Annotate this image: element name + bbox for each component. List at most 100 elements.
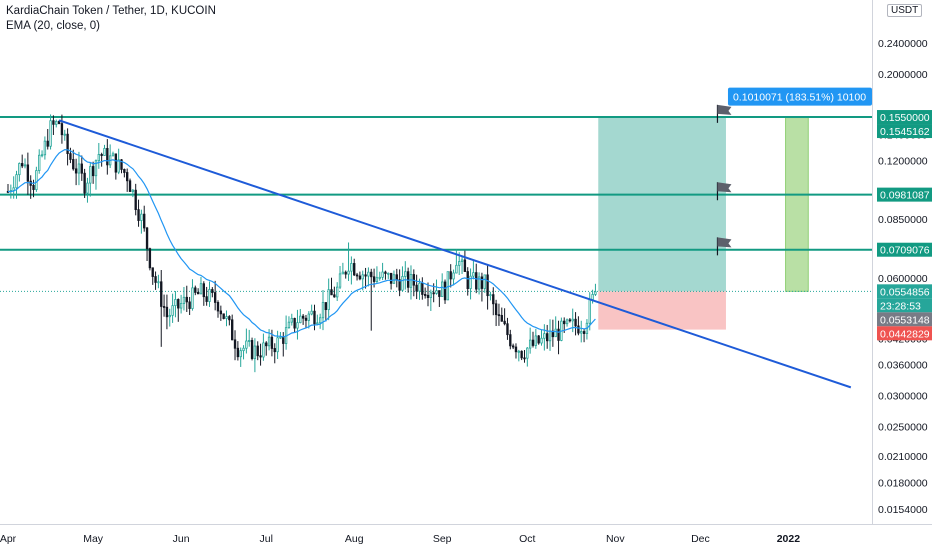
candle-body — [327, 289, 330, 311]
price-axis-label: 0.0554856 — [880, 286, 930, 298]
candle-body — [409, 274, 413, 288]
candle-body — [103, 148, 106, 156]
candle-body — [554, 328, 557, 338]
long-position-profit-zone[interactable] — [598, 117, 726, 292]
candle-body — [378, 276, 381, 279]
x-tick-label: Dec — [691, 533, 710, 545]
projection-label-box[interactable] — [727, 87, 872, 106]
candle-body — [480, 276, 484, 289]
candle-body — [458, 261, 461, 266]
candle-body — [565, 319, 569, 325]
candle-body — [177, 299, 180, 309]
currency-badge[interactable]: USDT — [887, 4, 923, 17]
candle-body — [577, 325, 580, 334]
candle-body — [117, 159, 120, 173]
candle-body — [253, 345, 257, 359]
candle-body — [293, 317, 296, 329]
candle-body — [168, 314, 171, 318]
candle-body — [398, 279, 401, 291]
candle-body — [219, 310, 223, 315]
candle-body — [213, 292, 217, 303]
price-axis-label-bg[interactable] — [877, 326, 932, 341]
candle-body — [310, 310, 313, 315]
candle-body — [137, 209, 140, 221]
candle-body — [591, 294, 594, 300]
candle-body — [74, 168, 78, 174]
candle-body — [500, 315, 503, 322]
y-tick-label: 0.0180000 — [878, 477, 928, 489]
candle-body — [299, 315, 302, 324]
candle-body — [392, 274, 396, 284]
candle-body — [492, 294, 495, 305]
symbol-title[interactable]: KardiaChain Token / Tether, 1D, KUCOIN — [6, 5, 216, 17]
indicator-label[interactable]: EMA (20, close, 0) — [6, 20, 100, 32]
price-axis-panel[interactable] — [872, 0, 932, 550]
price-axis-label-bg[interactable] — [877, 242, 932, 257]
candle-body — [12, 187, 15, 191]
candle-body — [114, 153, 118, 173]
y-tick-label: 0.0360000 — [878, 360, 928, 372]
candle-body — [546, 333, 549, 342]
candle-body — [60, 123, 64, 136]
candle-body — [162, 306, 166, 308]
candle-body — [330, 289, 333, 296]
candle-body — [23, 164, 27, 167]
candle-body — [205, 296, 208, 302]
candle-body — [259, 355, 262, 358]
trendline[interactable] — [58, 119, 852, 389]
candle-body — [557, 328, 560, 341]
candle-body — [83, 172, 86, 194]
candle-body — [466, 271, 469, 290]
price-axis-label-bg[interactable] — [877, 298, 932, 313]
candle-body — [134, 189, 137, 211]
candle-body — [40, 154, 44, 157]
candle-body — [486, 274, 489, 297]
candle-body — [211, 289, 214, 293]
y-tick-label: 0.0250000 — [878, 422, 928, 434]
candle-body — [548, 330, 552, 342]
candle-body — [196, 292, 200, 295]
flag-icon[interactable] — [717, 182, 732, 193]
candle-body — [404, 271, 407, 277]
candle-body — [449, 271, 452, 280]
candle-body — [43, 140, 47, 156]
price-axis-label-bg[interactable] — [877, 187, 932, 202]
candle-body — [15, 174, 18, 189]
ema-line[interactable] — [7, 148, 596, 338]
candle-body — [483, 274, 486, 289]
candle-body — [494, 303, 498, 316]
candle-body — [32, 184, 35, 190]
candle-body — [182, 296, 186, 304]
candle-body — [372, 276, 376, 282]
candle-body — [80, 163, 83, 174]
y-tick-label: 0.0300000 — [878, 391, 928, 403]
candle-body — [270, 336, 274, 349]
price-axis-label-bg[interactable] — [877, 284, 932, 299]
candle-body — [475, 272, 478, 290]
price-axis-label-bg[interactable] — [877, 110, 932, 125]
y-tick-label: 0.0210000 — [878, 451, 928, 463]
candle-body — [120, 159, 123, 170]
flag-icon[interactable] — [717, 237, 732, 248]
candle-body — [202, 283, 205, 298]
candle-body — [582, 331, 586, 334]
candle-body — [568, 319, 572, 322]
candle-body — [21, 163, 24, 167]
candle-body — [520, 350, 523, 359]
y-tick-label: 0.0600000 — [878, 273, 928, 285]
flag-icon[interactable] — [717, 104, 732, 115]
candle-body — [140, 213, 143, 221]
candle-body — [55, 121, 58, 125]
y-tick-label: 0.0850000 — [878, 214, 928, 226]
price-axis-label-bg[interactable] — [877, 124, 932, 139]
price-range-projection[interactable] — [785, 117, 809, 292]
candle-body — [395, 274, 398, 281]
candle-body — [313, 310, 316, 325]
candle-body — [321, 302, 325, 319]
candle-body — [123, 169, 126, 173]
candle-body — [540, 337, 543, 344]
candle-body — [69, 153, 72, 160]
price-axis-label-bg[interactable] — [877, 312, 932, 327]
